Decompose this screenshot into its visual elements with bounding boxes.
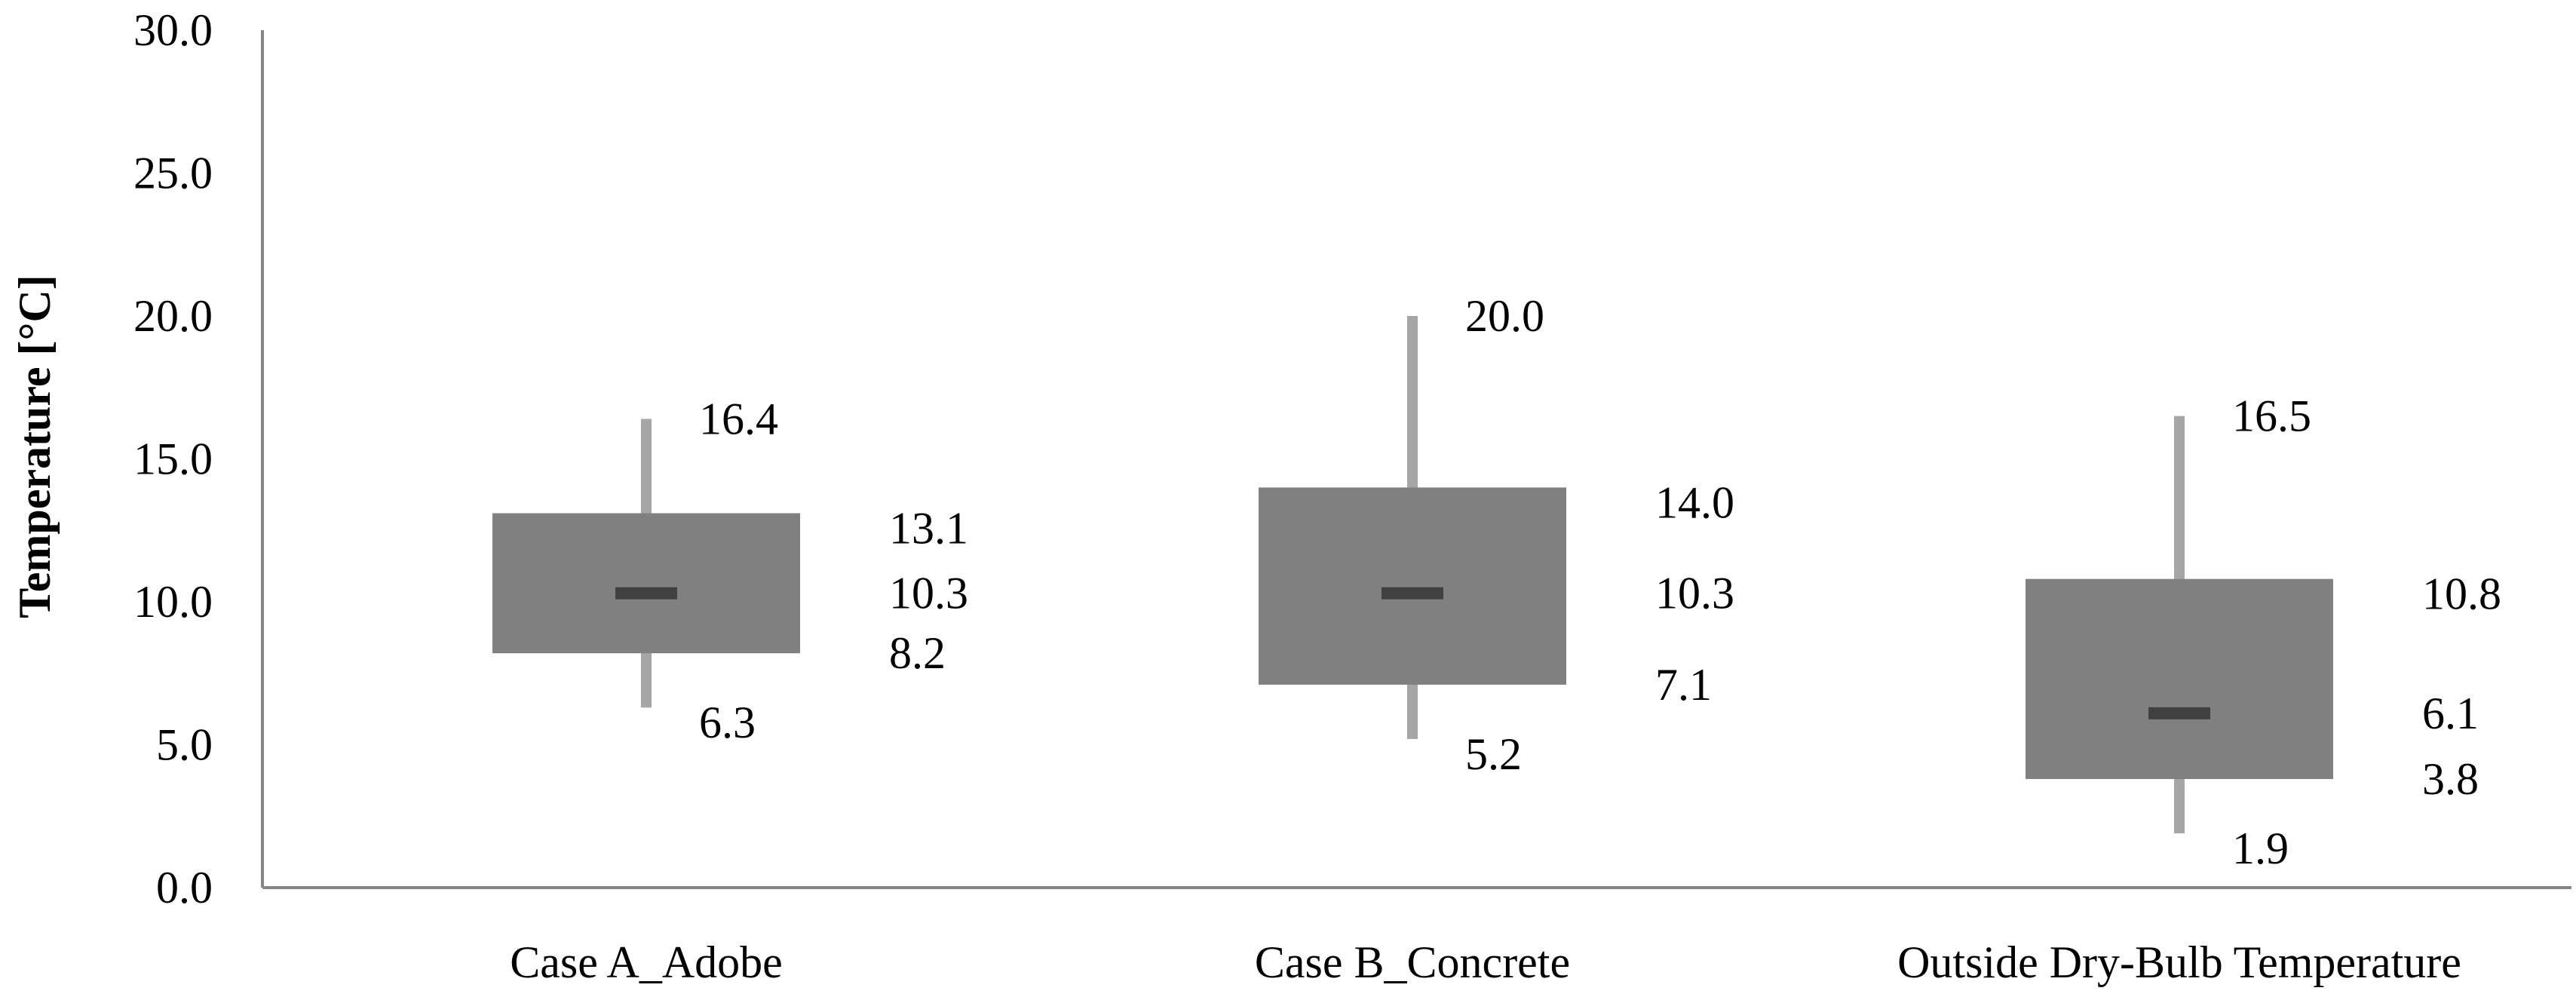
data-label-min: 1.9: [2232, 824, 2289, 873]
data-label-median: 10.3: [889, 569, 968, 618]
box-plot-series: 16.4 6.3 13.1 10.3 8.2 20.0 5.2 14.0 10.3 7.1 16.5…: [492, 291, 2501, 873]
x-category-label: Outside Dry-Bulb Temperature: [1897, 937, 2461, 987]
median-marker: [2148, 707, 2210, 719]
data-label-max: 20.0: [1465, 291, 1544, 341]
x-category-label: Case B_Concrete: [1255, 937, 1570, 987]
median-marker: [1382, 587, 1443, 600]
data-label-max: 16.5: [2232, 391, 2311, 441]
iqr-box: [492, 513, 800, 654]
x-axis-category-labels: Case A_Adobe Case B_Concrete Outside Dry-B…: [510, 937, 2461, 987]
y-tick-label: 15.0: [133, 434, 213, 484]
data-label-q3: 13.1: [889, 504, 968, 554]
y-tick-label: 10.0: [133, 577, 213, 627]
data-label-min: 5.2: [1465, 729, 1522, 779]
data-label-max: 16.4: [699, 394, 778, 443]
y-axis-title: Temperature [°C]: [10, 275, 60, 618]
y-tick-label: 5.0: [156, 720, 213, 770]
box-group: 16.4 6.3 13.1 10.3 8.2: [492, 394, 968, 747]
iqr-box: [2026, 578, 2333, 779]
data-label-q3: 10.8: [2422, 569, 2501, 619]
y-tick-label: 30.0: [133, 5, 213, 55]
data-label-median: 6.1: [2422, 689, 2479, 738]
y-tick-label: 0.0: [156, 863, 213, 913]
data-label-q1: 3.8: [2422, 754, 2479, 804]
data-label-median: 10.3: [1655, 569, 1734, 618]
data-label-q3: 14.0: [1655, 477, 1734, 527]
data-label-min: 6.3: [699, 698, 756, 747]
data-label-q1: 7.1: [1655, 660, 1712, 710]
y-tick-label: 25.0: [133, 149, 213, 198]
x-category-label: Case A_Adobe: [510, 937, 783, 987]
box-group: 16.5 1.9 10.8 6.1 3.8: [2026, 391, 2501, 873]
y-axis-tick-labels: 0.0 5.0 10.0 15.0 20.0 25.0 30.0: [133, 5, 213, 913]
box-group: 20.0 5.2 14.0 10.3 7.1: [1259, 291, 1734, 779]
data-label-q1: 8.2: [889, 628, 946, 678]
iqr-box: [1259, 487, 1566, 685]
median-marker: [615, 587, 677, 600]
y-tick-label: 20.0: [133, 291, 213, 341]
